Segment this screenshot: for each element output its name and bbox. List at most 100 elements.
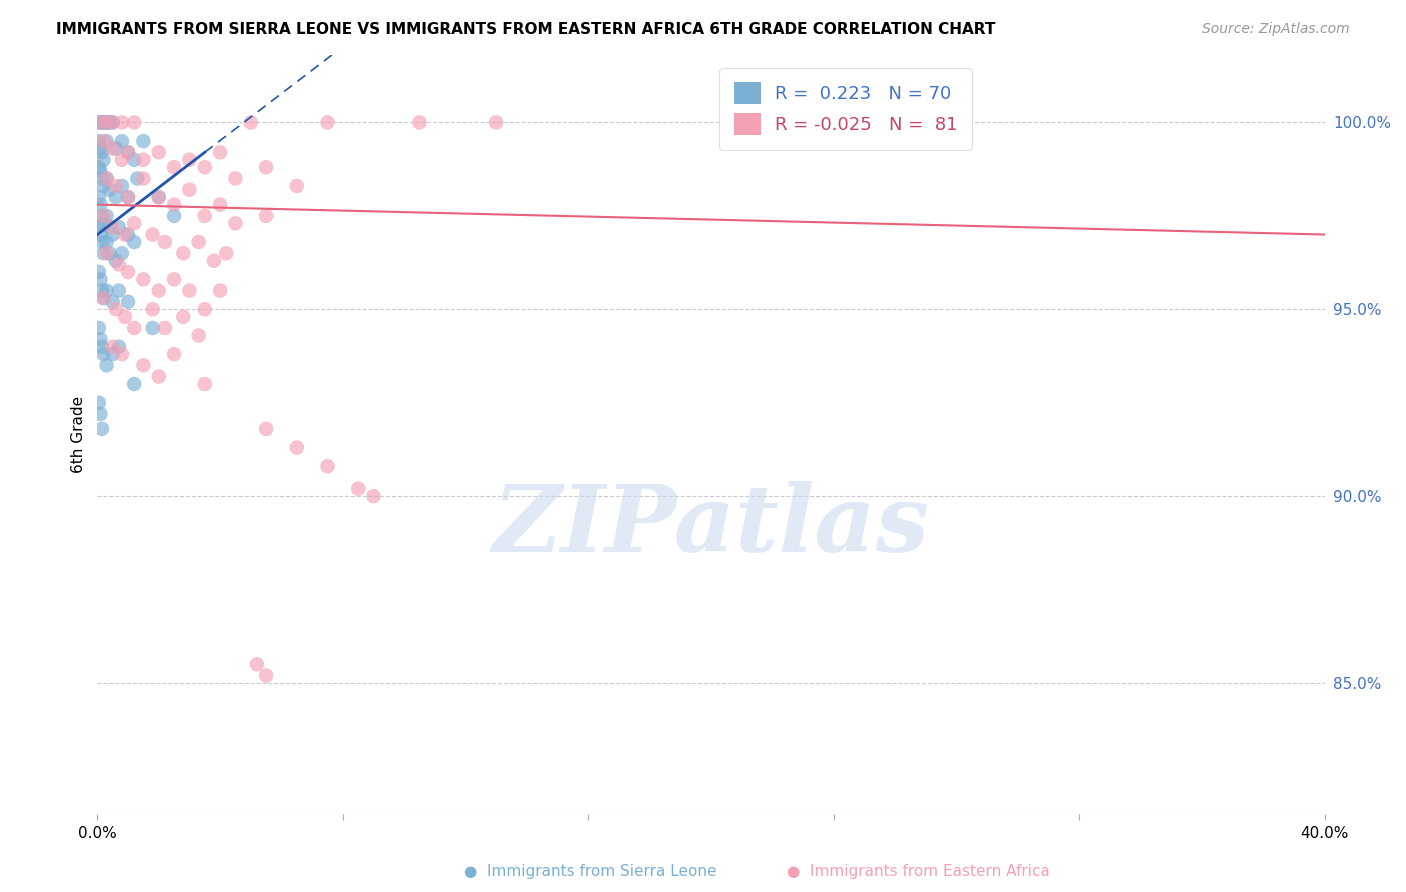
Point	[111, 178, 134, 193]
Point	[122, 115, 145, 129]
Point	[485, 115, 508, 129]
Point	[316, 459, 339, 474]
Point	[108, 340, 131, 354]
Point	[114, 310, 136, 324]
Point	[89, 115, 111, 129]
Point	[104, 142, 127, 156]
Point	[163, 347, 186, 361]
Point	[98, 246, 121, 260]
Point	[87, 220, 110, 235]
Point	[96, 209, 118, 223]
Point	[132, 272, 155, 286]
Point	[142, 321, 165, 335]
Point	[142, 227, 165, 242]
Point	[89, 407, 111, 421]
Text: Source: ZipAtlas.com: Source: ZipAtlas.com	[1202, 22, 1350, 37]
Point	[316, 115, 339, 129]
Point	[187, 328, 209, 343]
Point	[111, 153, 134, 167]
Point	[117, 227, 139, 242]
Point	[163, 161, 186, 175]
Point	[132, 171, 155, 186]
Point	[408, 115, 430, 129]
Point	[127, 171, 149, 186]
Point	[108, 284, 131, 298]
Point	[117, 190, 139, 204]
Point	[89, 227, 111, 242]
Point	[122, 153, 145, 167]
Point	[153, 235, 176, 249]
Point	[132, 153, 155, 167]
Point	[117, 145, 139, 160]
Point	[148, 284, 170, 298]
Point	[224, 216, 246, 230]
Point	[96, 171, 118, 186]
Point	[104, 178, 127, 193]
Point	[87, 161, 110, 175]
Point	[87, 321, 110, 335]
Point	[101, 227, 124, 242]
Text: IMMIGRANTS FROM SIERRA LEONE VS IMMIGRANTS FROM EASTERN AFRICA 6TH GRADE CORRELA: IMMIGRANTS FROM SIERRA LEONE VS IMMIGRAN…	[56, 22, 995, 37]
Text: ●  Immigrants from Eastern Africa: ● Immigrants from Eastern Africa	[787, 864, 1050, 879]
Point	[179, 183, 201, 197]
Point	[194, 377, 217, 392]
Point	[142, 302, 165, 317]
Point	[285, 178, 308, 193]
Point	[87, 395, 110, 409]
Point	[101, 347, 124, 361]
Point	[98, 220, 121, 235]
Text: ZIPatlas: ZIPatlas	[492, 481, 929, 571]
Point	[117, 265, 139, 279]
Point	[93, 347, 115, 361]
Point	[104, 190, 127, 204]
Point	[101, 220, 124, 235]
Point	[148, 369, 170, 384]
Point	[98, 115, 121, 129]
Point	[101, 115, 124, 129]
Point	[254, 209, 277, 223]
Point	[91, 422, 114, 436]
Point	[117, 145, 139, 160]
Point	[122, 235, 145, 249]
Point	[209, 284, 232, 298]
Point	[91, 115, 114, 129]
Point	[202, 253, 225, 268]
Point	[117, 190, 139, 204]
Point	[93, 209, 115, 223]
Point	[91, 340, 114, 354]
Point	[111, 115, 134, 129]
Point	[93, 291, 115, 305]
Point	[96, 246, 118, 260]
Point	[179, 284, 201, 298]
Point	[209, 197, 232, 211]
Point	[93, 291, 115, 305]
Point	[254, 422, 277, 436]
Point	[89, 197, 111, 211]
Point	[122, 377, 145, 392]
Point	[122, 216, 145, 230]
Point	[108, 257, 131, 271]
Point	[347, 482, 370, 496]
Point	[93, 153, 115, 167]
Point	[111, 347, 134, 361]
Point	[122, 321, 145, 335]
Point	[96, 115, 118, 129]
Point	[104, 253, 127, 268]
Point	[215, 246, 238, 260]
Point	[96, 115, 118, 129]
Point	[179, 153, 201, 167]
Point	[91, 145, 114, 160]
Point	[89, 142, 111, 156]
Point	[91, 171, 114, 186]
Point	[89, 164, 111, 178]
Point	[89, 332, 111, 346]
Point	[163, 272, 186, 286]
Legend: R =  0.223   N = 70, R = -0.025   N =  81: R = 0.223 N = 70, R = -0.025 N = 81	[718, 68, 972, 150]
Point	[93, 216, 115, 230]
Point	[172, 246, 194, 260]
Y-axis label: 6th Grade: 6th Grade	[72, 396, 86, 473]
Point	[96, 171, 118, 186]
Point	[98, 183, 121, 197]
Point	[194, 209, 217, 223]
Point	[96, 284, 118, 298]
